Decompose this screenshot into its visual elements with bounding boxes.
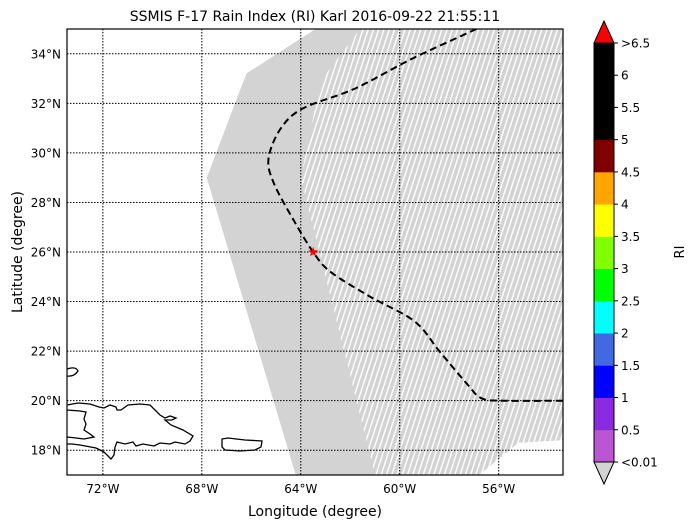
x-tick-label: 72°W [86, 482, 119, 496]
colorbar-bin [594, 204, 614, 237]
colorbar-tick-label: 6 [621, 69, 629, 83]
colorbar-tick-label: 3.5 [621, 230, 640, 244]
y-axis-label: Latitude (degree) [10, 191, 26, 313]
map-frame [66, 28, 564, 476]
swath-dense-edge [206, 29, 375, 475]
colorbar-bin [594, 333, 614, 366]
x-tick-label: 56°W [482, 482, 515, 496]
graticule [67, 29, 563, 475]
colorbar-bin [594, 107, 614, 141]
colorbar-bin [594, 429, 614, 463]
x-axis-label: Longitude (degree) [248, 504, 382, 520]
storm-center-star-icon [308, 246, 319, 257]
x-tick-label: 68°W [185, 482, 218, 496]
colorbar-tick-label: <0.01 [621, 456, 658, 470]
x-tick-label: 64°W [284, 482, 317, 496]
colorbar-bin [594, 75, 614, 108]
colorbar-tick-label: 4 [621, 198, 629, 212]
colorbar-tick-label: 2 [621, 327, 629, 341]
colorbar-bin [594, 365, 614, 398]
colorbar-bin [594, 236, 614, 270]
coastline-hispaniola [67, 402, 194, 460]
colorbar-tick-label: 3 [621, 262, 629, 276]
x-axis-ticks: 72°W 68°W 64°W 60°W 56°W [86, 482, 515, 496]
colorbar-extend-min [593, 461, 615, 486]
swath-layer [206, 29, 563, 475]
colorbar-bin [594, 43, 614, 76]
colorbar-label: RI [673, 246, 688, 259]
x-tick-label: 60°W [383, 482, 416, 496]
colorbar-tick-label: 4.5 [621, 165, 640, 179]
y-tick-label: 22°N [31, 345, 61, 359]
y-tick-label: 20°N [31, 394, 61, 408]
colorbar-tick-label: 1.5 [621, 359, 640, 373]
colorbar-bin [594, 171, 614, 205]
y-tick-label: 30°N [31, 146, 61, 160]
colorbar-tick-label: 1 [621, 391, 629, 405]
coastline-bahamas-fragment [67, 367, 79, 377]
colorbar-bin [594, 397, 614, 431]
colorbar-tick-label: 5.5 [621, 101, 640, 115]
colorbar-bin [594, 139, 614, 173]
map-plot-area: 72°W 68°W 64°W 60°W 56°W 34°N 32°N 30°N 28°N 26°… [31, 28, 564, 496]
colorbar-tick-label: 5 [621, 133, 629, 147]
y-tick-label: 28°N [31, 196, 61, 210]
y-axis-ticks: 34°N 32°N 30°N 28°N 26°N 24°N 22°N 20°N 18°N [31, 47, 61, 457]
y-tick-label: 24°N [31, 295, 61, 309]
y-tick-label: 26°N [31, 246, 61, 260]
chart-title: SSMIS F-17 Rain Index (RI) Karl 2016-09-… [130, 9, 500, 25]
y-tick-label: 34°N [31, 47, 61, 61]
coastlines [67, 367, 263, 460]
y-tick-label: 32°N [31, 97, 61, 111]
colorbar-frame [593, 42, 615, 463]
colorbar-extend-max [593, 19, 615, 44]
colorbar-bin [594, 268, 614, 302]
coastline-puerto-rico [221, 437, 263, 452]
colorbar-tick-label: 0.5 [621, 423, 640, 437]
colorbar-tick-label: >6.5 [621, 37, 650, 51]
colorbar-bin [594, 300, 614, 334]
colorbar-tick-label: 2.5 [621, 294, 640, 308]
colorbar: <0.01 0.5 1 1.5 2 2.5 3 3.5 4 4.5 5 5.5 6 >6.5 [593, 19, 658, 486]
y-tick-label: 18°N [31, 444, 61, 458]
